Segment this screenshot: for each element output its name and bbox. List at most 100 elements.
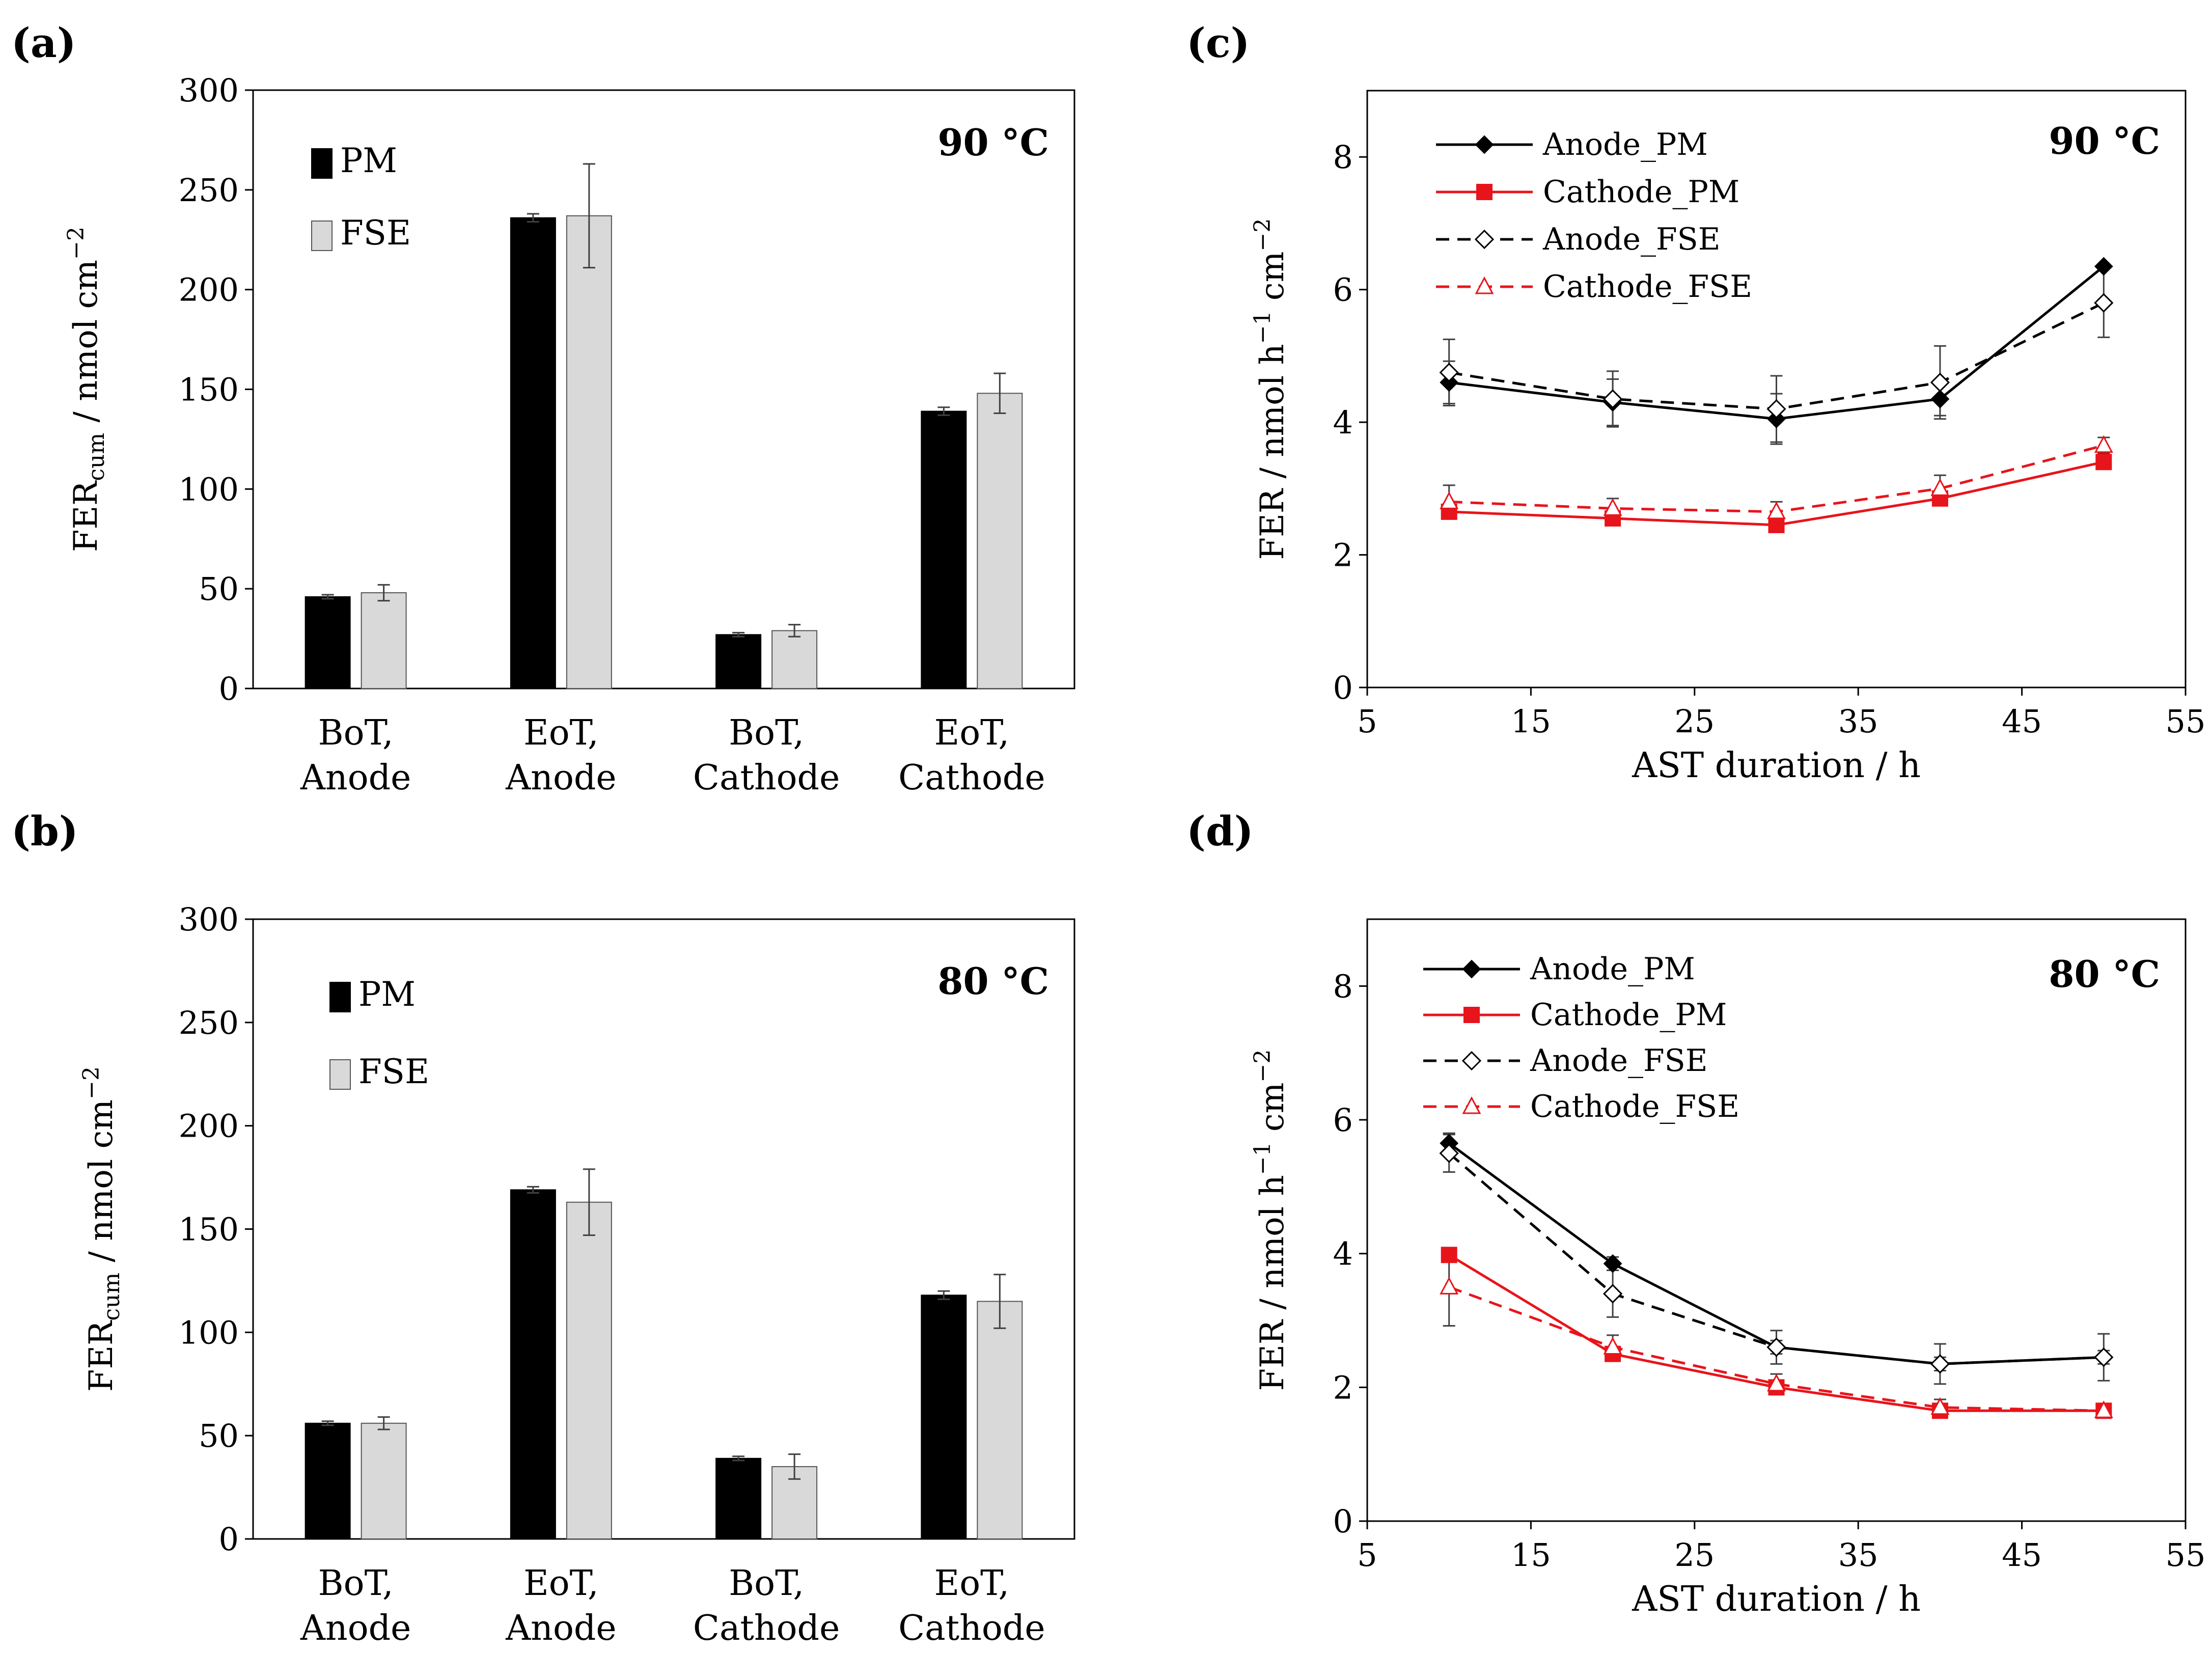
marker-diamond-open: [1439, 363, 1459, 382]
y-tick-label: 0: [219, 670, 239, 707]
x-tick-label: 15: [1511, 703, 1551, 740]
y-label-subscript: cum: [99, 1273, 125, 1321]
x-tick-label: 25: [1674, 703, 1715, 740]
x-tick-label: 45: [2002, 1536, 2042, 1574]
fse-bar: [361, 1422, 407, 1539]
marker-diamond-filled: [2094, 257, 2113, 276]
panel-label: (b): [11, 807, 78, 855]
y-label-units: cm: [1254, 1083, 1291, 1142]
pm-bar: [305, 1422, 351, 1539]
marker-diamond-open: [1602, 1284, 1623, 1304]
fse-bar: [361, 592, 407, 689]
marker-diamond-filled: [1930, 390, 1950, 408]
x-tick-label: 35: [1838, 1536, 1878, 1574]
legend-label: Anode_PM: [1530, 951, 1695, 987]
y-label-superscript: −2: [1250, 218, 1276, 252]
fse-bar: [977, 1301, 1023, 1540]
marker-triangle-open: [1603, 498, 1622, 516]
temperature-annotation: 80 °C: [2049, 952, 2160, 996]
pm-bar: [715, 1457, 762, 1540]
marker-diamond-filled: [1767, 409, 1786, 429]
marker-triangle-open: [1767, 1373, 1786, 1392]
y-label-superscript: −1: [1250, 311, 1276, 344]
y-label-superscript: −1: [1250, 1142, 1276, 1175]
x-category-label: Anode: [300, 758, 411, 798]
y-label-superscript: −2: [63, 227, 89, 260]
marker-square-filled: [1441, 1247, 1457, 1263]
temperature-annotation: 80 °C: [937, 959, 1049, 1003]
y-tick-label: 150: [179, 371, 239, 408]
plot-frame: [1366, 918, 2187, 1522]
x-axis-label: AST duration / h: [1632, 746, 1921, 786]
y-label-main: FER / nmol h: [1254, 1175, 1291, 1391]
y-tick-label: 0: [1333, 1503, 1353, 1540]
y-tick-label: 2: [1333, 1369, 1353, 1406]
y-tick-label: 200: [179, 271, 239, 309]
x-category-label: Cathode: [898, 1608, 1045, 1648]
y-label-subscript: cum: [84, 433, 109, 481]
y-tick-label: 150: [179, 1211, 239, 1248]
legend-label: Cathode_PM: [1543, 174, 1739, 210]
x-category-label: Cathode: [898, 758, 1045, 798]
legend-swatch: [311, 148, 333, 179]
legend-label: Anode_PM: [1542, 127, 1708, 162]
marker-triangle-open: [1475, 276, 1494, 294]
x-category-label: BoT,: [729, 713, 804, 753]
pm-bar: [715, 634, 762, 689]
legend-label: Cathode_FSE: [1530, 1089, 1739, 1124]
panel-d: (d) 0 2 4 6 8 5 15 25 35 45 55 AST duration / h FER /…: [1186, 807, 2205, 1619]
marker-diamond-filled: [1440, 373, 1459, 392]
legend-label: FSE: [340, 213, 411, 253]
y-tick-label: 100: [179, 1314, 239, 1351]
y-tick-label: 250: [179, 1004, 239, 1041]
y-tick-label: 50: [199, 1417, 239, 1454]
y-tick-label: 100: [179, 471, 239, 508]
legend-label: Anode_FSE: [1542, 222, 1721, 257]
marker-triangle-open: [1930, 1397, 1950, 1415]
x-axis-label: AST duration / h: [1632, 1579, 1921, 1619]
x-category-label: BoT,: [729, 1563, 804, 1604]
marker-square-filled: [1463, 1007, 1480, 1023]
marker-square-filled: [1476, 184, 1493, 200]
y-tick-label: 300: [179, 72, 239, 109]
panel-label: (a): [11, 19, 76, 67]
marker-triangle-open: [1603, 1337, 1622, 1355]
pm-bar: [921, 410, 967, 689]
pm-bar: [510, 217, 556, 689]
fse-bar: [566, 1201, 612, 1540]
marker-diamond-filled: [1462, 959, 1481, 979]
marker-triangle-open: [1767, 501, 1786, 519]
marker-diamond-open: [2094, 1347, 2114, 1367]
legend-label: Anode_FSE: [1530, 1043, 1708, 1079]
y-axis-label: FER / nmol h−1 cm−2: [1250, 1050, 1291, 1391]
legend-swatch: [311, 221, 333, 251]
x-tick-label: 55: [2166, 703, 2206, 740]
marker-diamond-open: [1766, 399, 1786, 419]
temperature-annotation: 90 °C: [2049, 119, 2160, 162]
y-tick-label: 50: [199, 570, 239, 608]
marker-diamond-filled: [1603, 1254, 1622, 1273]
marker-square-filled: [2095, 454, 2112, 471]
fse-bar: [771, 630, 818, 689]
x-category-label: Anode: [300, 1608, 411, 1648]
y-tick-label: 4: [1333, 1235, 1353, 1273]
y-tick-label: 0: [219, 1521, 239, 1558]
y-axis-label: FERcum / nmol cm−2: [63, 227, 109, 552]
panel-label: (d): [1186, 807, 1254, 855]
x-category-label: EoT,: [523, 713, 599, 753]
marker-triangle-open: [1440, 491, 1459, 509]
x-category-label: BoT,: [318, 713, 394, 753]
y-label-superscript: −2: [1250, 1050, 1276, 1083]
marker-triangle-open: [2094, 435, 2113, 453]
y-tick-label: 2: [1333, 537, 1353, 574]
y-label-superscript: −2: [78, 1066, 104, 1099]
marker-triangle-open: [1930, 478, 1950, 496]
temperature-annotation: 90 °C: [937, 121, 1049, 164]
y-label-main: FER: [82, 1320, 120, 1392]
y-axis-label: FER / nmol h−1 cm−2: [1250, 218, 1291, 560]
legend-swatch: [329, 1059, 351, 1090]
x-category-label: EoT,: [934, 1563, 1010, 1604]
panel-a: (a) 0 50 100 150 200 250 300 FERcum / nmol cm−2 B…: [11, 19, 1075, 798]
marker-diamond-open: [1766, 1337, 1786, 1357]
